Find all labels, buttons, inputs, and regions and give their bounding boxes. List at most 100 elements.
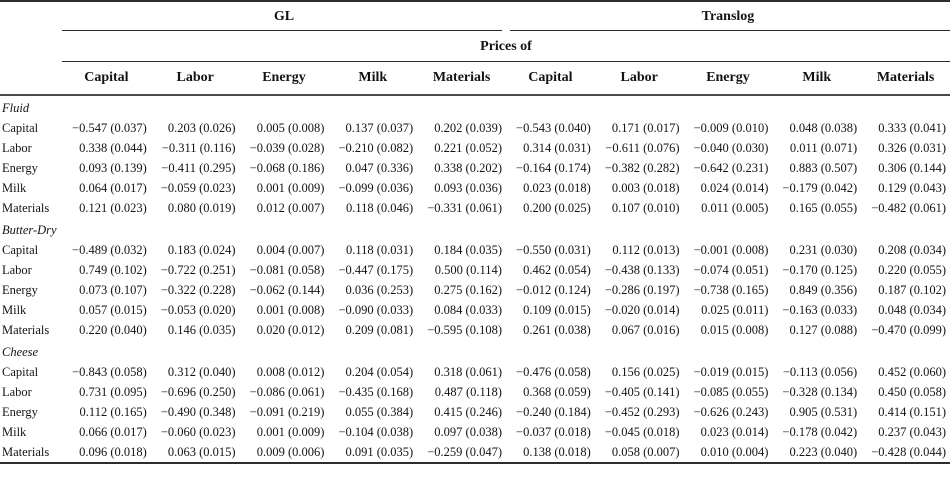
section-label: Butter-Dry xyxy=(2,222,57,237)
cell-gl-labor: 0.146 (0.035) xyxy=(167,322,236,337)
cell-gl-capital: −0.843 (0.058) xyxy=(72,364,147,379)
group-header-gl-label: GL xyxy=(273,9,295,24)
cell-translog-materials: 0.333 (0.041) xyxy=(878,120,946,135)
cell-translog-capital: 0.109 (0.015) xyxy=(523,302,591,317)
cell-translog-labor: −0.382 (0.282) xyxy=(604,160,680,175)
section-row: Cheese xyxy=(0,340,950,362)
cell-translog-energy: −0.738 (0.165) xyxy=(693,282,769,297)
cell-gl-capital: 0.066 (0.017) xyxy=(79,424,147,439)
cell-gl-milk: 0.137 (0.037) xyxy=(345,120,414,135)
cell-translog-capital: 0.138 (0.018) xyxy=(523,444,591,459)
cell-gl-labor: −0.322 (0.228) xyxy=(160,282,236,297)
row-label: Milk xyxy=(2,180,27,195)
table-row: Materials 0.121 (0.023) 0.080 (0.019) 0.012… xyxy=(0,198,950,218)
row-label: Energy xyxy=(2,160,38,175)
cell-translog-capital: −0.164 (0.174) xyxy=(516,160,591,175)
cell-gl-energy: −0.091 (0.219) xyxy=(249,404,325,419)
row-label: Labor xyxy=(2,140,32,155)
cell-gl-milk: −0.447 (0.175) xyxy=(338,262,414,277)
cell-gl-labor: −0.311 (0.116) xyxy=(161,140,236,155)
row-label: Labor xyxy=(2,262,32,277)
cell-translog-labor: 0.156 (0.025) xyxy=(611,364,680,379)
cell-gl-labor: −0.490 (0.348) xyxy=(160,404,236,419)
cell-gl-milk: −0.210 (0.082) xyxy=(338,140,414,155)
cell-translog-energy: 0.025 (0.011) xyxy=(701,302,769,317)
cell-translog-milk: 0.905 (0.531) xyxy=(789,404,858,419)
cell-translog-materials: 0.326 (0.031) xyxy=(878,140,946,155)
cell-gl-milk: 0.118 (0.031) xyxy=(345,242,414,257)
column-header-translog-labor: Labor xyxy=(594,61,684,96)
cell-gl-capital: 0.057 (0.015) xyxy=(79,302,147,317)
cell-gl-milk: −0.104 (0.038) xyxy=(338,424,414,439)
cell-translog-labor: −0.286 (0.197) xyxy=(604,282,680,297)
cell-gl-energy: −0.039 (0.028) xyxy=(249,140,325,155)
cell-translog-capital: −0.476 (0.058) xyxy=(516,364,591,379)
cell-translog-energy: −0.642 (0.231) xyxy=(693,160,769,175)
cell-gl-materials: 0.275 (0.162) xyxy=(434,282,502,297)
cell-gl-energy: 0.020 (0.012) xyxy=(256,322,325,337)
cell-translog-capital: −0.240 (0.184) xyxy=(516,404,591,419)
cell-translog-capital: −0.550 (0.031) xyxy=(516,242,591,257)
cell-translog-materials: 0.306 (0.144) xyxy=(878,160,946,175)
cell-translog-milk: 0.231 (0.030) xyxy=(789,242,858,257)
table-row: Capital −0.843 (0.058) 0.312 (0.040) 0.008 … xyxy=(0,362,950,382)
table-body: Fluid Capital −0.547 (0.037) 0.203 (0.026) 0… xyxy=(0,95,950,463)
table-row: Labor 0.338 (0.044) −0.311 (0.116) −0.039 (… xyxy=(0,138,950,158)
prices-of-label: Prices of xyxy=(480,39,532,54)
cell-translog-energy: 0.010 (0.004) xyxy=(700,444,769,459)
group-header-translog-label: Translog xyxy=(701,9,755,24)
cell-gl-capital: 0.749 (0.102) xyxy=(79,262,147,277)
cell-gl-capital: 0.073 (0.107) xyxy=(79,282,147,297)
cell-gl-energy: 0.012 (0.007) xyxy=(256,200,325,215)
cell-translog-labor: −0.045 (0.018) xyxy=(604,424,680,439)
cell-gl-capital: 0.096 (0.018) xyxy=(79,444,147,459)
cell-translog-materials: −0.470 (0.099) xyxy=(871,322,946,337)
cell-gl-materials: 0.500 (0.114) xyxy=(434,262,502,277)
table-row: Labor 0.731 (0.095) −0.696 (0.250) −0.086 (… xyxy=(0,382,950,402)
cell-translog-materials: 0.450 (0.058) xyxy=(878,384,946,399)
column-header-translog-materials: Materials xyxy=(861,61,950,96)
cell-translog-milk: −0.113 (0.056) xyxy=(782,364,858,379)
cell-gl-labor: −0.059 (0.023) xyxy=(160,180,236,195)
cell-gl-labor: 0.203 (0.026) xyxy=(167,120,236,135)
cell-gl-labor: −0.411 (0.295) xyxy=(161,160,236,175)
cell-gl-materials: 0.202 (0.039) xyxy=(434,120,502,135)
cell-gl-materials: 0.318 (0.061) xyxy=(434,364,502,379)
cell-gl-materials: −0.331 (0.061) xyxy=(427,200,502,215)
row-label: Capital xyxy=(2,120,39,135)
column-header-translog-energy: Energy xyxy=(683,61,773,96)
cell-translog-materials: 0.129 (0.043) xyxy=(878,180,946,195)
table-row: Energy 0.093 (0.139) −0.411 (0.295) −0.068 … xyxy=(0,158,950,178)
cell-translog-capital: −0.037 (0.018) xyxy=(516,424,591,439)
cell-translog-milk: −0.163 (0.033) xyxy=(782,302,858,317)
cell-translog-labor: 0.107 (0.010) xyxy=(611,200,680,215)
row-label: Capital xyxy=(2,242,39,257)
cell-gl-labor: 0.312 (0.040) xyxy=(167,364,236,379)
cell-gl-capital: 0.093 (0.139) xyxy=(79,160,147,175)
cell-gl-capital: 0.064 (0.017) xyxy=(79,180,147,195)
cell-translog-materials: 0.208 (0.034) xyxy=(878,242,946,257)
cell-gl-labor: −0.060 (0.023) xyxy=(160,424,236,439)
cell-gl-milk: 0.091 (0.035) xyxy=(345,444,414,459)
cell-translog-capital: 0.023 (0.018) xyxy=(523,180,591,195)
cell-gl-capital: 0.731 (0.095) xyxy=(79,384,147,399)
cell-translog-energy: 0.015 (0.008) xyxy=(700,322,769,337)
table-row: Materials 0.096 (0.018) 0.063 (0.015) 0.009… xyxy=(0,442,950,463)
table-row: Milk 0.066 (0.017) −0.060 (0.023) 0.001 (0.… xyxy=(0,422,950,442)
section-row: Butter-Dry xyxy=(0,218,950,240)
cell-translog-milk: 0.165 (0.055) xyxy=(789,200,858,215)
cell-translog-labor: 0.003 (0.018) xyxy=(611,180,680,195)
cell-translog-materials: −0.482 (0.061) xyxy=(871,200,946,215)
row-label: Milk xyxy=(2,424,27,439)
table-row: Energy 0.112 (0.165) −0.490 (0.348) −0.091 … xyxy=(0,402,950,422)
cell-translog-capital: 0.200 (0.025) xyxy=(523,200,591,215)
cell-gl-milk: 0.055 (0.384) xyxy=(345,404,414,419)
cell-gl-milk: 0.204 (0.054) xyxy=(345,364,414,379)
cell-gl-materials: 0.184 (0.035) xyxy=(434,242,502,257)
cell-translog-energy: −0.019 (0.015) xyxy=(693,364,769,379)
table-row: Labor 0.749 (0.102) −0.722 (0.251) −0.081 (… xyxy=(0,260,950,280)
cell-gl-materials: 0.097 (0.038) xyxy=(434,424,502,439)
cell-gl-milk: 0.036 (0.253) xyxy=(345,282,414,297)
cell-translog-milk: −0.328 (0.134) xyxy=(782,384,858,399)
